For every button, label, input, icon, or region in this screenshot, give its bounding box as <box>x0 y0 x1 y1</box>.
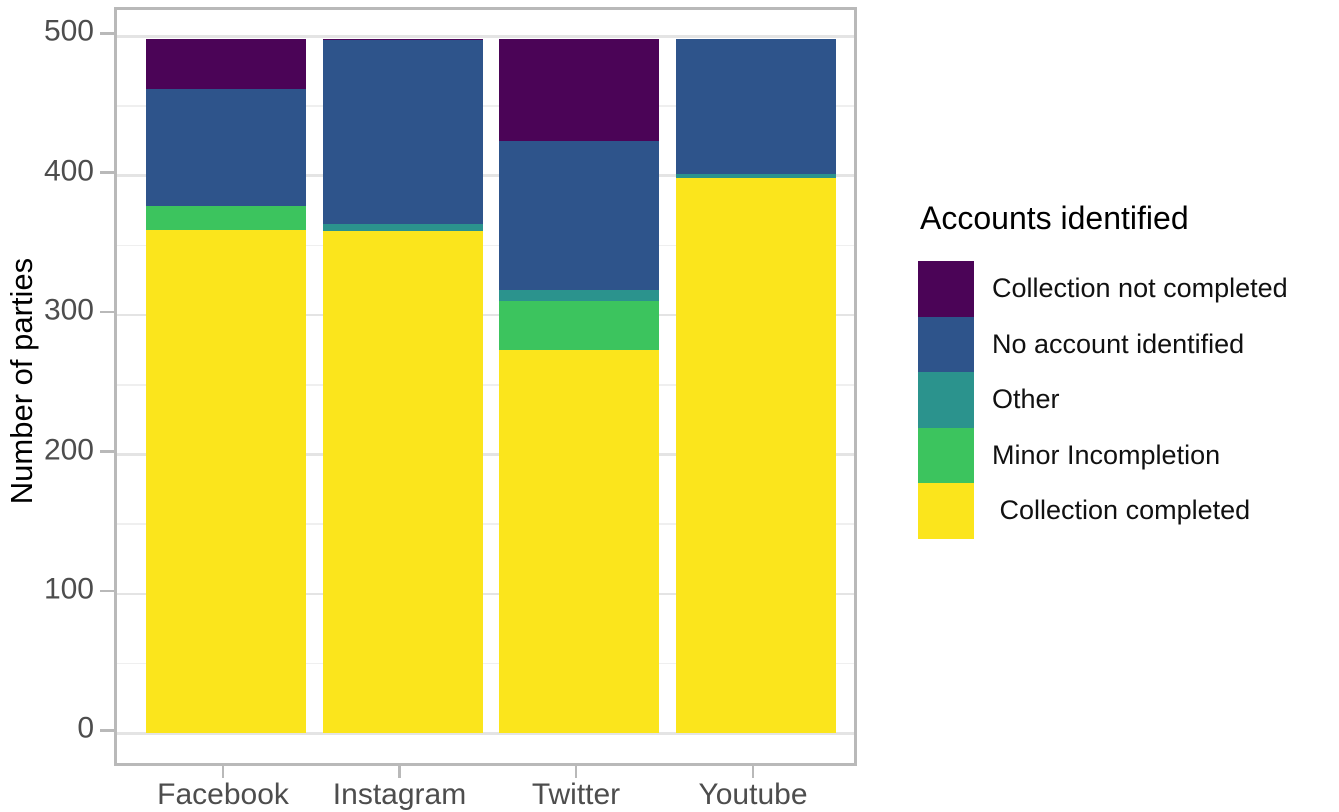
legend-item: Collection completed <box>918 483 1339 539</box>
legend-title: Accounts identified <box>920 200 1189 236</box>
x-tick-mark <box>398 766 401 778</box>
legend-label: Minor Incompletion <box>992 439 1221 470</box>
legend-item: Collection not completed <box>918 261 1339 317</box>
gridline-major <box>117 35 854 38</box>
legend-label: No account identified <box>992 328 1245 359</box>
bar-segment-facebook-collection-completed <box>146 230 306 734</box>
gridline-major <box>117 592 854 596</box>
y-tick-label: 300 <box>43 293 94 327</box>
y-tick-label: 200 <box>43 433 94 467</box>
bar-segment-youtube-collection-completed <box>676 178 836 734</box>
x-tick-label-twitter: Twitter <box>531 778 621 811</box>
gridline-major <box>117 732 854 735</box>
gridline-minor <box>117 523 854 525</box>
y-tick-mark <box>100 310 114 314</box>
legend-item: Minor Incompletion <box>918 427 1339 483</box>
legend-label: Collection completed <box>992 495 1251 526</box>
gridline-minor <box>117 384 854 386</box>
gridline-major <box>117 174 854 177</box>
bar-segment-instagram-other <box>322 224 483 232</box>
bar-segment-instagram-collection-not-completed <box>322 39 483 41</box>
bar-segment-youtube-other <box>676 174 836 179</box>
x-tick-mark <box>751 766 755 778</box>
x-tick-mark <box>574 766 578 778</box>
plot-area <box>117 10 854 763</box>
y-tick-label: 500 <box>43 14 94 48</box>
y-tick-label: 400 <box>43 154 94 188</box>
bar-segment-twitter-collection-not-completed <box>499 39 659 141</box>
legend-item: No account identified <box>918 316 1339 372</box>
legend-swatch <box>918 427 974 483</box>
x-tick-label-facebook: Facebook <box>157 778 289 811</box>
gridline-minor <box>117 662 854 665</box>
y-tick-mark <box>100 729 114 732</box>
gridline-minor <box>117 244 854 247</box>
bar-segment-instagram-no-account-identified <box>322 40 483 225</box>
bar-segment-twitter-no-account-identified <box>499 140 659 290</box>
bar-segment-facebook-collection-not-completed <box>146 39 306 90</box>
legend-swatch <box>918 261 974 317</box>
gridline-minor <box>117 105 854 107</box>
y-tick-label: 100 <box>43 572 94 606</box>
plot-panel <box>114 7 857 766</box>
legend-swatch <box>918 483 974 539</box>
bar-segment-twitter-other <box>499 290 659 302</box>
legend-swatch <box>918 372 974 428</box>
y-tick-mark <box>100 450 114 453</box>
bar-segment-youtube-no-account-identified <box>676 39 836 175</box>
legend-swatch <box>918 316 974 372</box>
x-tick-label-instagram: Instagram <box>332 778 467 811</box>
y-tick-mark <box>100 589 114 593</box>
x-tick-mark <box>221 766 225 778</box>
bar-segment-facebook-no-account-identified <box>146 89 306 207</box>
y-tick-mark <box>100 171 114 174</box>
legend-label: Other <box>992 384 1060 415</box>
bar-segment-facebook-minor-incompletion <box>146 206 306 231</box>
legend: Accounts identified Collection not compl… <box>918 200 1339 539</box>
x-tick-label-youtube: Youtube <box>698 778 808 811</box>
bar-segment-twitter-collection-completed <box>499 349 659 734</box>
bar-segment-instagram-collection-completed <box>322 231 483 734</box>
gridline-major <box>117 453 854 456</box>
legend-label: Collection not completed <box>992 273 1288 304</box>
y-tick-mark <box>100 32 114 35</box>
y-tick-label: 0 <box>77 711 94 745</box>
gridline-major <box>117 313 854 317</box>
bar-segment-twitter-minor-incompletion <box>499 301 659 350</box>
legend-items: Collection not completed No account ident… <box>918 261 1339 539</box>
y-axis-title: Number of parties <box>4 257 39 505</box>
legend-item: Other <box>918 372 1339 428</box>
